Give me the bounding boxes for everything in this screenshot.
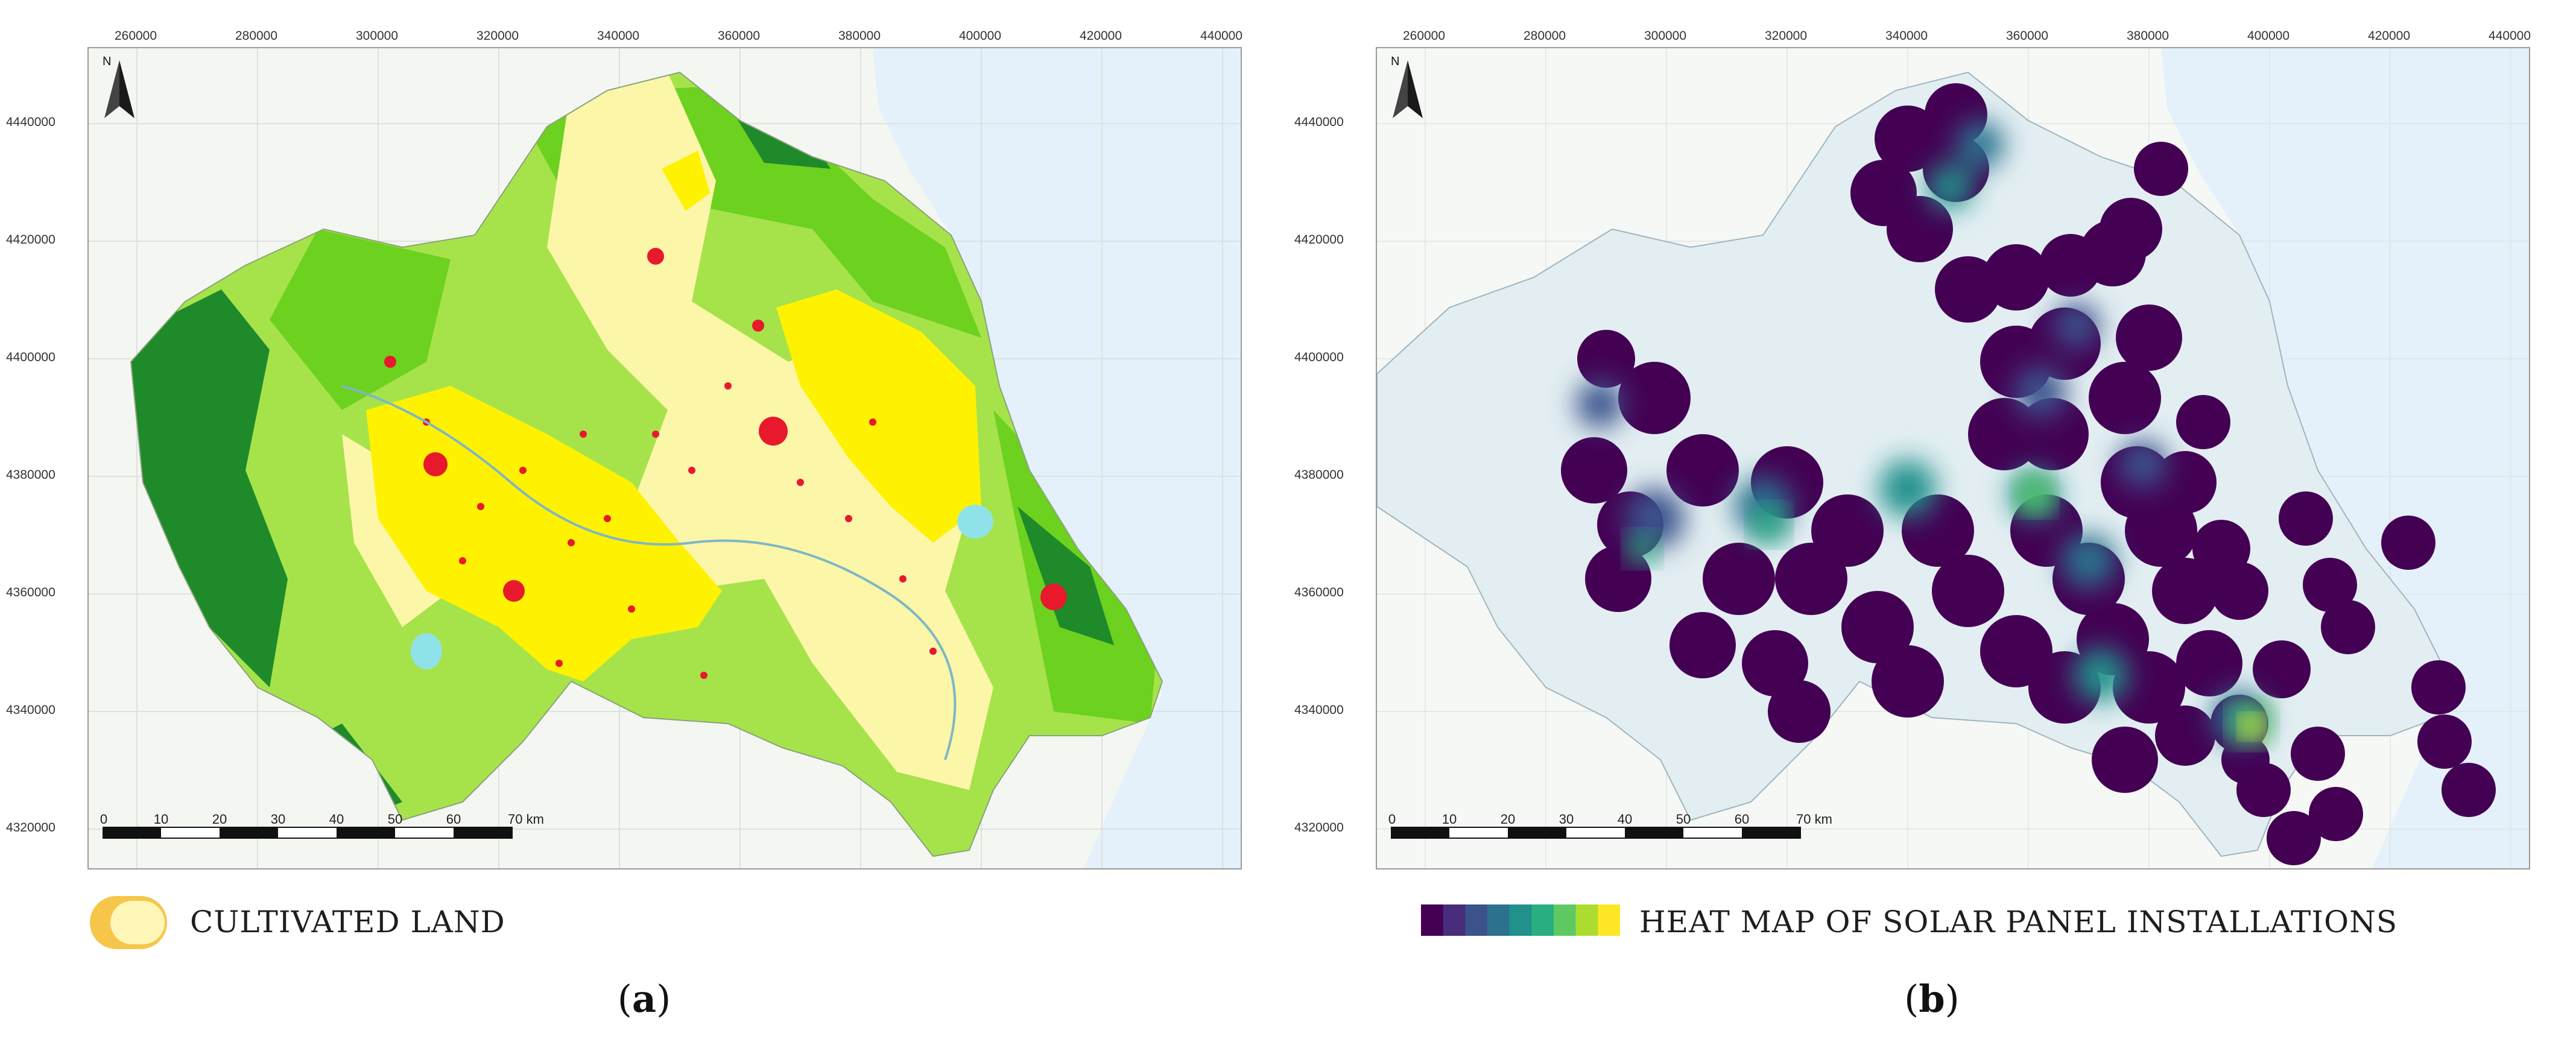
colorbar-segment [1531,904,1554,936]
x-tick: 400000 [958,29,1002,43]
scale-bar [1390,826,1802,842]
north-arrow-label: N [103,55,111,68]
north-arrow-label: N [1391,55,1399,68]
y-tick: 4400000 [6,350,55,364]
sea [873,48,1241,868]
y-tick: 4380000 [6,468,55,482]
scale-label: 10 [1441,812,1457,827]
y-tick: 4440000 [6,115,55,129]
panel-b-heat-map: 260000 280000 300000 320000 340000 36000… [1288,0,2576,1051]
y-tick: 4380000 [1294,468,1344,482]
legend-swatch-cultivated [87,892,172,955]
scale-label: 50 [387,812,403,827]
heat-map-density [1561,83,2496,865]
scale-label: 40 [329,812,344,827]
scale-label: 70 km [508,812,544,827]
scale-label: 10 [153,812,169,827]
x-tick: 440000 [2488,29,2531,43]
colorbar-segment [1421,904,1444,936]
x-tick: 320000 [1764,29,1808,43]
x-tick: 300000 [355,29,399,43]
scale-bar [102,826,513,842]
x-tick: 420000 [2367,29,2411,43]
y-tick: 4320000 [1294,821,1344,835]
legend-label-heat: HEAT MAP OF SOLAR PANEL INSTALLATIONS [1639,904,2398,939]
colorbar-segment [1598,904,1621,936]
scale-label: 60 [1734,812,1750,827]
y-tick: 4360000 [6,585,55,599]
region-boundary [130,71,1163,857]
y-tick: 4360000 [1294,585,1344,599]
colorbar-segment [1554,904,1577,936]
legend-colorbar-heat [1421,904,1621,938]
scale-label: 20 [1500,812,1516,827]
x-tick: 340000 [597,29,640,43]
north-arrow: N [1390,53,1426,122]
x-tick: 340000 [1885,29,1928,43]
x-tick: 420000 [1079,29,1122,43]
y-tick: 4420000 [6,233,55,247]
x-tick: 300000 [1644,29,1687,43]
y-tick: 4320000 [6,821,55,835]
x-tick: 380000 [2126,29,2169,43]
scale-label: 20 [212,812,227,827]
scale-label: 30 [1559,812,1574,827]
x-tick: 360000 [2005,29,2049,43]
heat-map-peaks [1627,476,2272,744]
scale-label: 50 [1676,812,1691,827]
scale-label: 30 [270,812,286,827]
caption-a: (a) [617,977,671,1021]
y-tick: 4420000 [1294,233,1344,247]
x-tick: 440000 [1200,29,1243,43]
x-tick: 320000 [476,29,519,43]
panel-a-land-use-map: 260000 280000 300000 320000 340000 36000… [6,29,1243,1021]
colorbar-segment [1487,904,1510,936]
x-tick: 400000 [2247,29,2290,43]
x-tick: 260000 [1402,29,1446,43]
legend-label-cultivated: CULTIVATED LAND [190,904,505,939]
scale-label: 40 [1617,812,1633,827]
scale-label: 60 [446,812,461,827]
x-tick: 280000 [1523,29,1566,43]
x-tick: 260000 [114,29,157,43]
scale-label: 0 [1388,812,1396,827]
y-tick: 4440000 [1294,115,1344,129]
colorbar-segment [1509,904,1532,936]
y-tick: 4340000 [6,703,55,717]
y-tick: 4400000 [1294,350,1344,364]
x-tick: 360000 [717,29,761,43]
y-tick: 4340000 [1294,703,1344,717]
colorbar-segment [1575,904,1598,936]
map-frame-b[interactable] [1376,47,2530,870]
caption-b: (b) [1904,977,1960,1021]
x-tick: 380000 [838,29,881,43]
north-arrow: N [101,53,138,122]
map-frame-a[interactable] [87,47,1242,870]
x-tick: 280000 [235,29,278,43]
scale-label: 0 [100,812,108,827]
colorbar-segment [1465,904,1488,936]
sea [2161,48,2529,868]
scale-label: 70 km [1796,812,1832,827]
colorbar-segment [1443,904,1466,936]
